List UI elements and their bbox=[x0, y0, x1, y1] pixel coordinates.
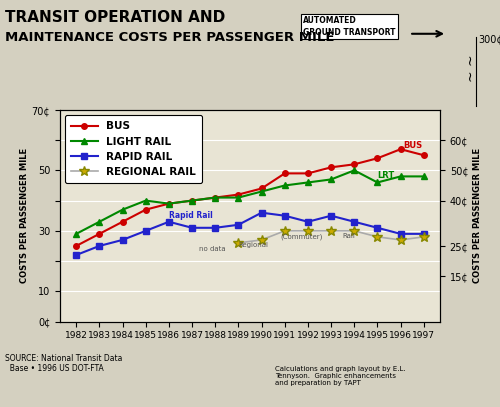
Text: SOURCE: National Transit Data
  Base • 1996 US DOT-FTA: SOURCE: National Transit Data Base • 199… bbox=[5, 354, 122, 374]
Legend: BUS, LIGHT RAIL, RAPID RAIL, REGIONAL RAIL: BUS, LIGHT RAIL, RAPID RAIL, REGIONAL RA… bbox=[65, 115, 202, 183]
Text: Regional: Regional bbox=[238, 241, 268, 247]
Text: Calculations and graph layout by E.L.
Tennyson.  Graphic enhancements
and prepar: Calculations and graph layout by E.L. Te… bbox=[275, 366, 406, 386]
Text: MAINTENANCE COSTS PER PASSENGER MILE: MAINTENANCE COSTS PER PASSENGER MILE bbox=[5, 31, 334, 44]
Text: Rapid Rail: Rapid Rail bbox=[169, 211, 212, 220]
Text: BUS: BUS bbox=[403, 141, 422, 150]
Text: LRT: LRT bbox=[378, 171, 394, 180]
Text: Rail: Rail bbox=[342, 233, 355, 239]
Text: ~: ~ bbox=[463, 53, 477, 65]
Text: ~: ~ bbox=[463, 69, 477, 81]
Y-axis label: COSTS PER PASSENGER MILE: COSTS PER PASSENGER MILE bbox=[20, 148, 29, 283]
Text: TRANSIT OPERATION AND: TRANSIT OPERATION AND bbox=[5, 10, 225, 25]
Text: 300¢: 300¢ bbox=[478, 35, 500, 45]
Text: (Commuter): (Commuter) bbox=[280, 233, 322, 240]
Text: AUTOMATED
GROUND TRANSPORT: AUTOMATED GROUND TRANSPORT bbox=[303, 16, 396, 37]
Text: no data: no data bbox=[199, 246, 226, 252]
Y-axis label: COSTS PER PASSENGER MILE: COSTS PER PASSENGER MILE bbox=[472, 148, 482, 283]
